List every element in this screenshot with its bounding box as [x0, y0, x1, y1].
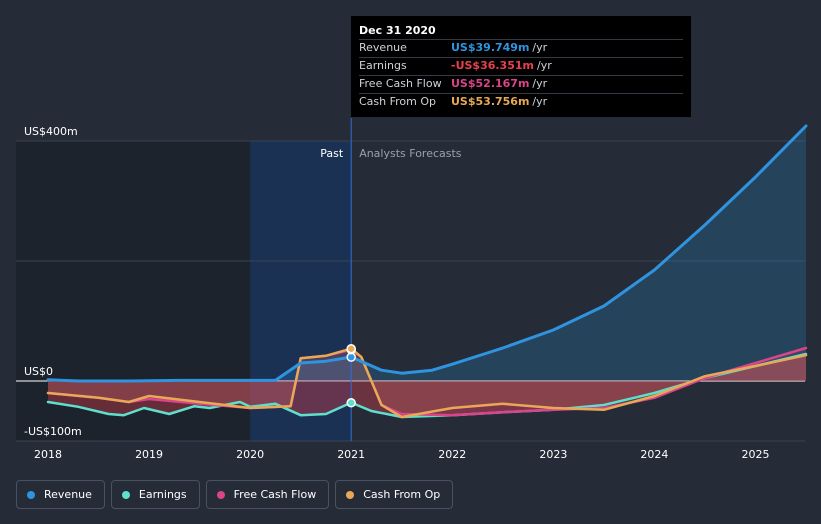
tooltip-value: US$39.749m: [451, 41, 530, 54]
tooltip-row-free-cash-flow: Free Cash Flow US$52.167m /yr: [359, 75, 683, 93]
revenue-area: [48, 126, 806, 381]
highlight-band: [250, 141, 352, 441]
x-tick-label: 2021: [337, 448, 365, 461]
tooltip-value: US$52.167m: [451, 77, 530, 90]
x-tick-label: 2025: [741, 448, 769, 461]
earnings-line: [46, 352, 808, 419]
cash-from-op-line: [46, 347, 808, 419]
revenue-line: [46, 124, 808, 383]
x-tick-label: 2019: [135, 448, 163, 461]
tooltip-title: Dec 31 2020: [359, 24, 436, 37]
tooltip-label: Revenue: [359, 41, 407, 54]
forecast-label: Analysts Forecasts: [359, 147, 462, 160]
tooltip-label: Free Cash Flow: [359, 77, 442, 90]
tooltip: Dec 31 2020 Revenue US$39.749m /yr Earni…: [351, 16, 691, 117]
tooltip-value: -US$36.351m: [451, 59, 534, 72]
earnings-marker: [346, 398, 356, 408]
legend-label: Revenue: [44, 488, 92, 501]
y-tick-label: US$0: [24, 365, 53, 378]
legend-item-cash-from-op[interactable]: Cash From Op: [335, 480, 454, 509]
legend-dot-icon: [121, 490, 130, 499]
past-label: Past: [320, 147, 344, 160]
tooltip-label: Earnings: [359, 59, 407, 72]
tooltip-row-revenue: Revenue US$39.749m /yr: [359, 39, 683, 57]
chart-background: [16, 141, 352, 441]
y-tick-label: US$400m: [24, 125, 78, 138]
tooltip-unit: /yr: [536, 59, 552, 72]
free-cash-flow-area: [48, 348, 806, 416]
legend-item-revenue[interactable]: Revenue: [16, 480, 105, 509]
tooltip-unit: /yr: [532, 95, 548, 108]
tooltip-label: Cash From Op: [359, 95, 437, 108]
legend-dot-icon: [216, 490, 225, 499]
tooltip-unit: /yr: [532, 41, 548, 54]
x-tick-label: 2020: [236, 448, 264, 461]
tooltip-unit: /yr: [532, 77, 548, 90]
series-lines: [46, 118, 808, 441]
legend-label: Free Cash Flow: [233, 488, 317, 501]
tooltip-row-earnings: Earnings -US$36.351m /yr: [359, 57, 683, 75]
x-tick-label: 2018: [34, 448, 62, 461]
tooltip-value: US$53.756m: [451, 95, 530, 108]
legend-dot-icon: [27, 490, 35, 499]
legend-item-free-cash-flow[interactable]: Free Cash Flow: [205, 480, 330, 509]
grid-lines: [16, 140, 805, 442]
legend-label: Cash From Op: [363, 488, 441, 501]
tooltip-row-cash-from-op: Cash From Op US$53.756m /yr: [359, 93, 683, 111]
cash-from-op-area: [48, 348, 806, 417]
x-tick-label: 2023: [539, 448, 567, 461]
legend-dot-icon: [346, 490, 355, 499]
legend-item-earnings[interactable]: Earnings: [110, 480, 200, 509]
x-tick-label: 2022: [438, 448, 466, 461]
legend: Revenue Earnings Free Cash Flow Cash Fro…: [16, 480, 454, 509]
axis-labels: US$400m US$0 -US$100m 2018 2019 2020 2021 2022 2…: [24, 125, 769, 461]
y-tick-label: -US$100m: [24, 425, 82, 438]
x-tick-label: 2024: [640, 448, 668, 461]
legend-label: Earnings: [138, 488, 187, 501]
cash-from-op-marker: [346, 343, 356, 354]
